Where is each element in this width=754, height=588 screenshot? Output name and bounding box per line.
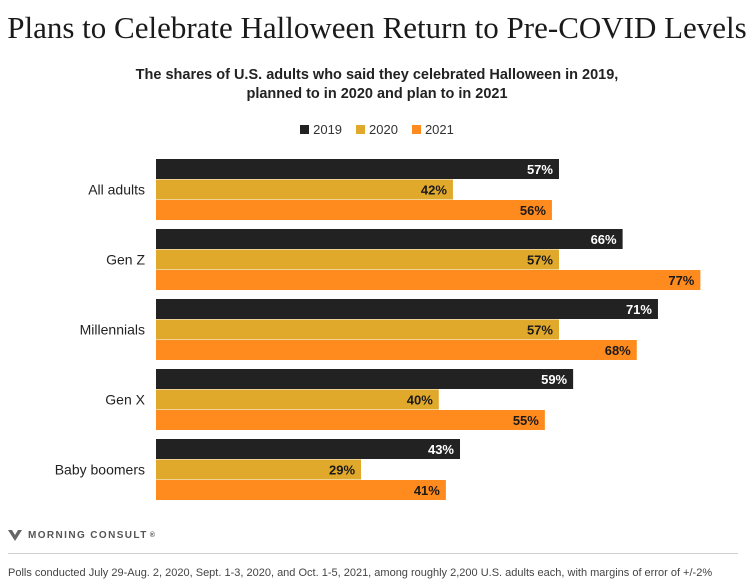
brand-mark: ® <box>149 532 157 539</box>
legend-item-2021: 2021 <box>411 122 454 137</box>
data-label: 41% <box>414 483 440 498</box>
morning-consult-logo-icon <box>8 530 22 541</box>
chart-title: Plans to Celebrate Halloween Return to P… <box>7 10 747 45</box>
data-label: 55% <box>513 413 539 428</box>
data-label: 59% <box>541 372 567 387</box>
data-label: 68% <box>605 343 631 358</box>
legend-item-2020: 2020 <box>356 122 398 137</box>
data-label: 29% <box>329 463 355 478</box>
bar-2021 <box>156 410 545 430</box>
bar-chart: All adults 57% 42% 56% Gen Z 66% 57% 77% Millenn… <box>55 159 701 500</box>
bar-2019 <box>156 229 623 249</box>
chart-legend: 2019 2020 2021 <box>0 122 754 137</box>
bar-2021 <box>156 340 637 360</box>
bar-2020 <box>156 179 453 200</box>
category-label: Gen X <box>105 392 145 408</box>
footer-divider <box>8 553 738 554</box>
legend-label: 2020 <box>369 122 398 137</box>
data-label: 66% <box>591 232 617 247</box>
data-label: 57% <box>527 323 553 338</box>
data-label: 40% <box>407 393 433 408</box>
data-label: 57% <box>527 162 553 177</box>
bar-2020 <box>156 459 362 480</box>
bar-2019 <box>156 369 574 389</box>
subtitle-line-2: planned to in 2020 and plan to in 2021 <box>246 86 508 102</box>
legend-label: 2019 <box>313 122 343 137</box>
brand-logo: MORNING CONSULT ® <box>8 530 156 541</box>
footnote: Polls conducted July 29-Aug. 2, 2020, Se… <box>8 567 713 579</box>
data-label: 77% <box>668 273 694 288</box>
category-label: Baby boomers <box>55 462 145 478</box>
chart-subtitle: The shares of U.S. adults who said they … <box>0 66 754 104</box>
bar-2020 <box>156 249 559 270</box>
bar-2020 <box>156 389 439 410</box>
legend-swatch <box>356 125 366 134</box>
bar-2019 <box>156 439 461 459</box>
bar-2020 <box>156 319 559 340</box>
category-label: Gen Z <box>106 252 145 268</box>
data-label: 57% <box>527 253 553 268</box>
legend-swatch <box>411 125 421 134</box>
data-label: 42% <box>421 183 447 198</box>
legend-item-2019: 2019 <box>300 122 342 137</box>
category-label: All adults <box>88 182 145 198</box>
bar-2021 <box>156 270 701 290</box>
legend-label: 2021 <box>424 122 454 137</box>
bar-2019 <box>156 299 658 319</box>
data-label: 56% <box>520 203 546 218</box>
data-label: 71% <box>626 302 652 317</box>
bar-2021 <box>156 200 552 220</box>
category-label: Millennials <box>80 322 145 338</box>
brand-name: MORNING CONSULT <box>28 530 148 541</box>
bar-2019 <box>156 159 559 179</box>
subtitle-line-1: The shares of U.S. adults who said they … <box>135 67 619 83</box>
data-label: 43% <box>428 442 454 457</box>
legend-swatch <box>300 125 310 134</box>
bar-2021 <box>156 480 446 500</box>
